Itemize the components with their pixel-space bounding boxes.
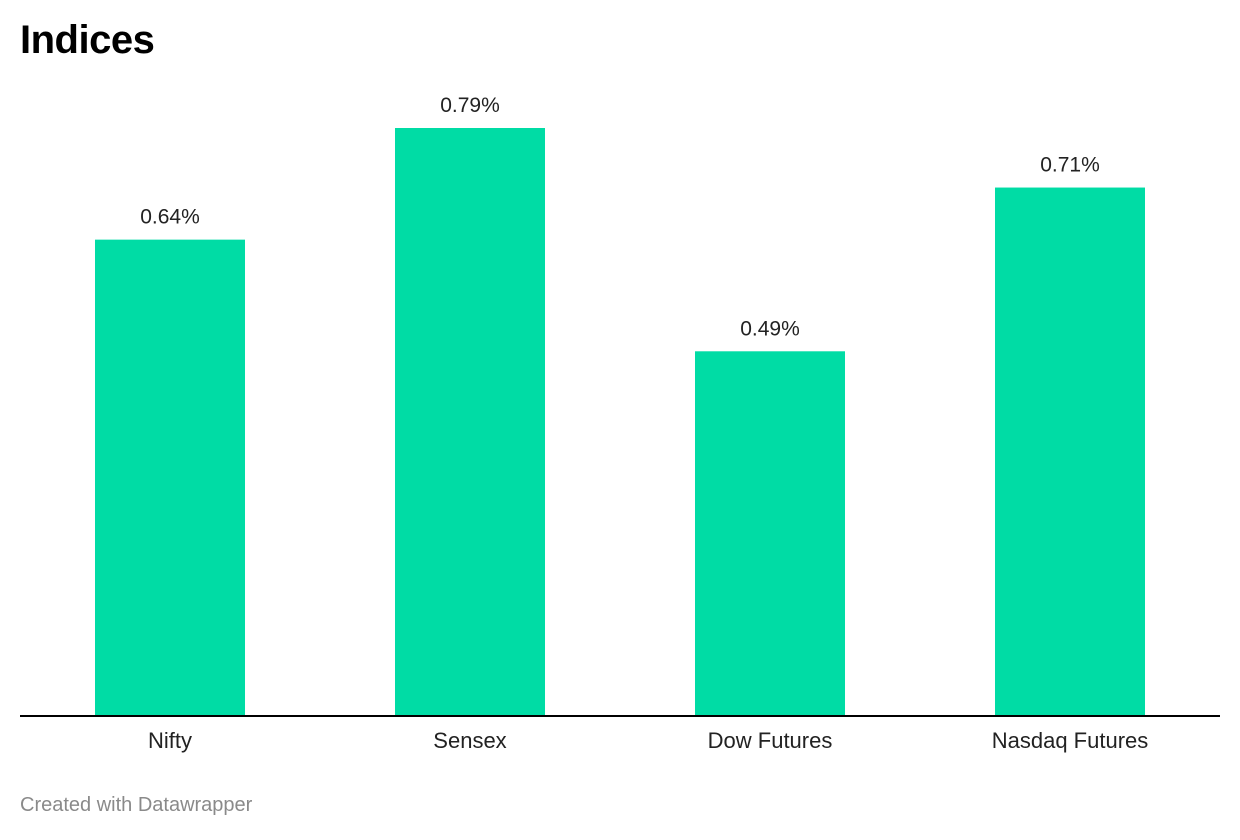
- value-label: 0.64%: [140, 206, 200, 229]
- bars-layer: [95, 128, 1145, 716]
- datawrapper-credit[interactable]: Created with Datawrapper: [20, 794, 253, 816]
- value-label: 0.71%: [1040, 154, 1100, 177]
- x-tick-label: Nifty: [148, 728, 192, 753]
- x-tick-labels-layer: Nifty Sensex Dow Futures Nasdaq Futures: [148, 728, 1148, 753]
- bar-sensex: [395, 128, 545, 716]
- value-labels-layer: 0.64% 0.79% 0.49% 0.71%: [140, 94, 1100, 340]
- bar-nasdaq-futures: [995, 187, 1145, 716]
- bar-dow-futures: [695, 351, 845, 716]
- x-tick-label: Dow Futures: [708, 728, 833, 753]
- value-label: 0.49%: [740, 317, 800, 340]
- chart-title: Indices: [20, 18, 155, 62]
- x-tick-label: Sensex: [433, 728, 506, 753]
- bar-nifty: [95, 239, 245, 716]
- x-tick-label: Nasdaq Futures: [992, 728, 1149, 753]
- value-label: 0.79%: [440, 94, 500, 117]
